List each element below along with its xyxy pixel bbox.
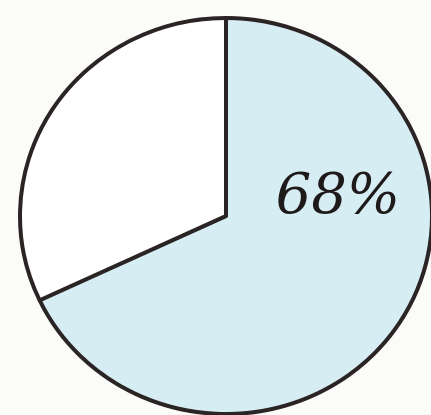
pie-slice	[18, 16, 228, 303]
pie-slice	[37, 16, 431, 415]
value-label: 68%	[276, 162, 400, 227]
